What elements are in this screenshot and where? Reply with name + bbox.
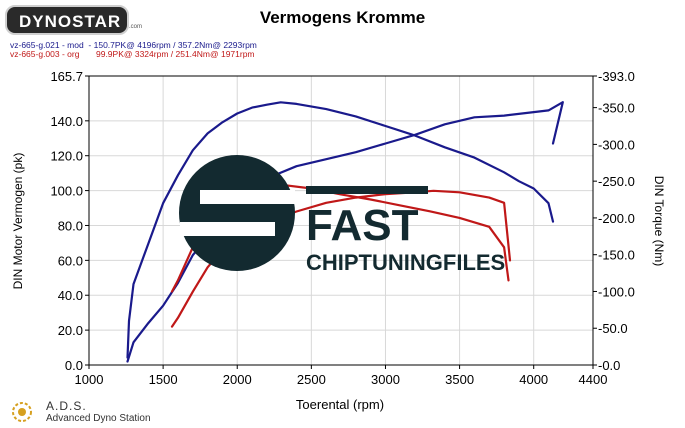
x-axis-label: Toerental (rpm) xyxy=(296,397,384,412)
x-tick-label: 1500 xyxy=(149,372,178,387)
ads-subtitle: Advanced Dyno Station xyxy=(46,413,151,424)
y-tick-label: 120.0 xyxy=(50,149,83,164)
run-label-org: vz-665-g.003 - org 99.9PK@ 3324rpm / 251… xyxy=(10,49,255,59)
x-tick-label: 4400 xyxy=(579,372,608,387)
y2-tick-label: -300.0 xyxy=(598,137,635,152)
run-label-mod: vz-665-g.021 - mod - 150.7PK@ 4196rpm / … xyxy=(10,40,257,50)
y2-tick-label: -350.0 xyxy=(598,101,635,116)
grid-lines xyxy=(89,76,593,365)
y-tick-label: 60.0 xyxy=(58,253,83,268)
y-axis-ticks: 0.0 20.0 40.0 60.0 80.0 100.0 120.0 140.0 165.7 xyxy=(50,69,89,373)
watermark-line1: FAST xyxy=(306,201,419,250)
y-axis-label: DIN Motor Vermogen (pk) xyxy=(11,153,25,290)
watermark-line2: CHIPTUNINGFILES xyxy=(306,250,505,275)
x-tick-label: 1000 xyxy=(75,372,104,387)
ads-logo-icon xyxy=(12,402,32,422)
dynostar-logo: DYNOSTAR xyxy=(5,5,129,35)
y-tick-label: 0.0 xyxy=(65,358,83,373)
y2-tick-label: -50.0 xyxy=(598,321,628,336)
x-tick-label: 2000 xyxy=(223,372,252,387)
y2-axis-ticks: -0.0 -50.0 -100.0 -150.0 -200.0 -250.0 -300.0 -… xyxy=(593,69,635,373)
series-line-2-power xyxy=(170,189,512,328)
x-axis-ticks: 1000 1500 2000 2500 3000 3500 4000 4400 xyxy=(75,365,608,387)
series-line-0-power xyxy=(126,101,564,363)
watermark-bar xyxy=(306,186,428,194)
x-tick-label: 4000 xyxy=(519,372,548,387)
logo-text: DYNOSTAR xyxy=(19,12,122,31)
chart-title: Vermogens Kromme xyxy=(259,8,426,27)
y2-tick-label: -150.0 xyxy=(598,248,635,263)
ads-brand: A.D.S. xyxy=(46,399,87,413)
x-tick-label: 3000 xyxy=(371,372,400,387)
y-tick-label: 80.0 xyxy=(58,218,83,233)
watermark-s-cut2 xyxy=(180,222,275,236)
y2-tick-label: -393.0 xyxy=(598,69,635,84)
y-tick-label: 40.0 xyxy=(58,288,83,303)
x-tick-label: 3500 xyxy=(445,372,474,387)
y2-tick-label: -100.0 xyxy=(598,284,635,299)
series-line-1-torque xyxy=(126,101,555,359)
y2-tick-label: -200.0 xyxy=(598,211,635,226)
y2-axis-label: DIN Torque (Nm) xyxy=(652,176,666,266)
watermark-s-logo-icon xyxy=(179,155,295,271)
y2-tick-label: -250.0 xyxy=(598,174,635,189)
y2-tick-label: -0.0 xyxy=(598,358,620,373)
plot-frame xyxy=(88,75,594,366)
y-tick-label: 100.0 xyxy=(50,184,83,199)
logo-subtext: .com xyxy=(129,24,143,30)
x-tick-label: 2500 xyxy=(297,372,326,387)
y-tick-label: 165.7 xyxy=(50,69,83,84)
watermark-s-cut xyxy=(200,190,295,204)
y-tick-label: 140.0 xyxy=(50,114,83,129)
watermark: FAST CHIPTUNINGFILES xyxy=(179,155,505,275)
y-tick-label: 20.0 xyxy=(58,323,83,338)
